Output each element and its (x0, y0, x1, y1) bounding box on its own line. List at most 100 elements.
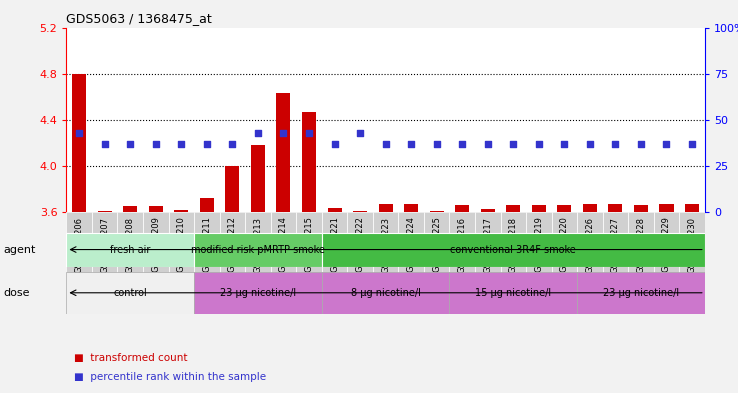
Bar (532, 205, 546, 212)
Bar (194, 212, 220, 299)
Text: dose: dose (4, 288, 30, 298)
Bar (449, 272, 577, 314)
Text: GSM1217207: GSM1217207 (100, 217, 109, 272)
Text: GSM1217224: GSM1217224 (407, 217, 415, 272)
Point (661, 141, 672, 147)
Point (124, 141, 137, 147)
Bar (430, 211, 444, 212)
Bar (200, 198, 214, 212)
Bar (577, 272, 705, 314)
Text: GSM1217227: GSM1217227 (611, 217, 620, 272)
Bar (322, 233, 705, 266)
Bar (328, 208, 342, 212)
Text: GSM1217223: GSM1217223 (381, 217, 390, 272)
Bar (424, 212, 449, 299)
Point (150, 141, 162, 147)
Bar (66, 212, 92, 299)
Point (533, 141, 545, 147)
Bar (373, 212, 399, 299)
Text: GSM1217222: GSM1217222 (356, 217, 365, 272)
Text: modified risk pMRTP smoke: modified risk pMRTP smoke (191, 244, 325, 255)
Point (99, 141, 111, 147)
Point (380, 141, 392, 147)
Text: GSM1217220: GSM1217220 (560, 217, 569, 272)
Point (277, 130, 289, 136)
Bar (194, 233, 322, 266)
Text: control: control (114, 288, 147, 298)
Bar (117, 212, 143, 299)
Text: GSM1217210: GSM1217210 (177, 217, 186, 272)
Text: fresh air: fresh air (110, 244, 151, 255)
Point (610, 141, 621, 147)
Text: 23 μg nicotine/l: 23 μg nicotine/l (603, 288, 679, 298)
Point (354, 130, 366, 136)
Point (456, 141, 468, 147)
Bar (322, 272, 449, 314)
Bar (399, 212, 424, 299)
Point (482, 141, 494, 147)
Bar (72, 73, 86, 212)
Bar (97, 211, 111, 212)
Text: GDS5063 / 1368475_at: GDS5063 / 1368475_at (66, 12, 212, 25)
Text: ■  transformed count: ■ transformed count (74, 353, 187, 363)
Bar (634, 205, 648, 212)
Bar (66, 272, 194, 314)
Bar (92, 212, 117, 299)
Text: GSM1217211: GSM1217211 (202, 217, 211, 272)
Text: GSM1217226: GSM1217226 (585, 217, 594, 272)
Text: conventional 3R4F smoke: conventional 3R4F smoke (450, 244, 576, 255)
Point (73, 130, 85, 136)
Point (328, 141, 340, 147)
Bar (608, 204, 622, 212)
Bar (475, 212, 500, 299)
Bar (557, 205, 571, 212)
Bar (506, 205, 520, 212)
Text: GSM1217221: GSM1217221 (330, 217, 339, 272)
Text: 15 μg nicotine/l: 15 μg nicotine/l (475, 288, 551, 298)
Bar (353, 211, 367, 212)
Bar (143, 212, 168, 299)
Bar (449, 212, 475, 299)
Bar (123, 206, 137, 212)
Text: 23 μg nicotine/l: 23 μg nicotine/l (220, 288, 296, 298)
Text: GSM1217225: GSM1217225 (432, 217, 441, 272)
Bar (679, 212, 705, 299)
Bar (277, 93, 291, 212)
Bar (685, 204, 699, 212)
Point (508, 141, 520, 147)
Text: GSM1217212: GSM1217212 (228, 217, 237, 272)
Bar (168, 212, 194, 299)
Bar (404, 204, 418, 212)
Bar (583, 204, 597, 212)
Text: 8 μg nicotine/l: 8 μg nicotine/l (351, 288, 421, 298)
Point (303, 130, 315, 136)
Point (559, 141, 570, 147)
Text: agent: agent (4, 244, 36, 255)
Bar (174, 210, 188, 212)
Bar (149, 206, 163, 212)
Text: GSM1217214: GSM1217214 (279, 217, 288, 272)
Bar (66, 233, 194, 266)
Bar (660, 204, 674, 212)
Bar (654, 212, 679, 299)
Point (584, 141, 596, 147)
Bar (225, 166, 239, 212)
Bar (194, 272, 322, 314)
Text: GSM1217208: GSM1217208 (125, 217, 135, 272)
Text: GSM1217219: GSM1217219 (534, 217, 543, 272)
Point (405, 141, 417, 147)
Point (686, 141, 698, 147)
Text: GSM1217216: GSM1217216 (458, 217, 466, 272)
Text: GSM1217229: GSM1217229 (662, 217, 671, 272)
Text: ■  percentile rank within the sample: ■ percentile rank within the sample (74, 372, 266, 382)
Text: GSM1217206: GSM1217206 (75, 217, 83, 272)
Point (176, 141, 187, 147)
Text: GSM1217217: GSM1217217 (483, 217, 492, 272)
Text: GSM1217215: GSM1217215 (305, 217, 314, 272)
Bar (551, 212, 577, 299)
Text: GSM1217209: GSM1217209 (151, 217, 160, 272)
Bar (526, 212, 551, 299)
Bar (628, 212, 654, 299)
Text: GSM1217213: GSM1217213 (253, 217, 263, 272)
Point (201, 141, 213, 147)
